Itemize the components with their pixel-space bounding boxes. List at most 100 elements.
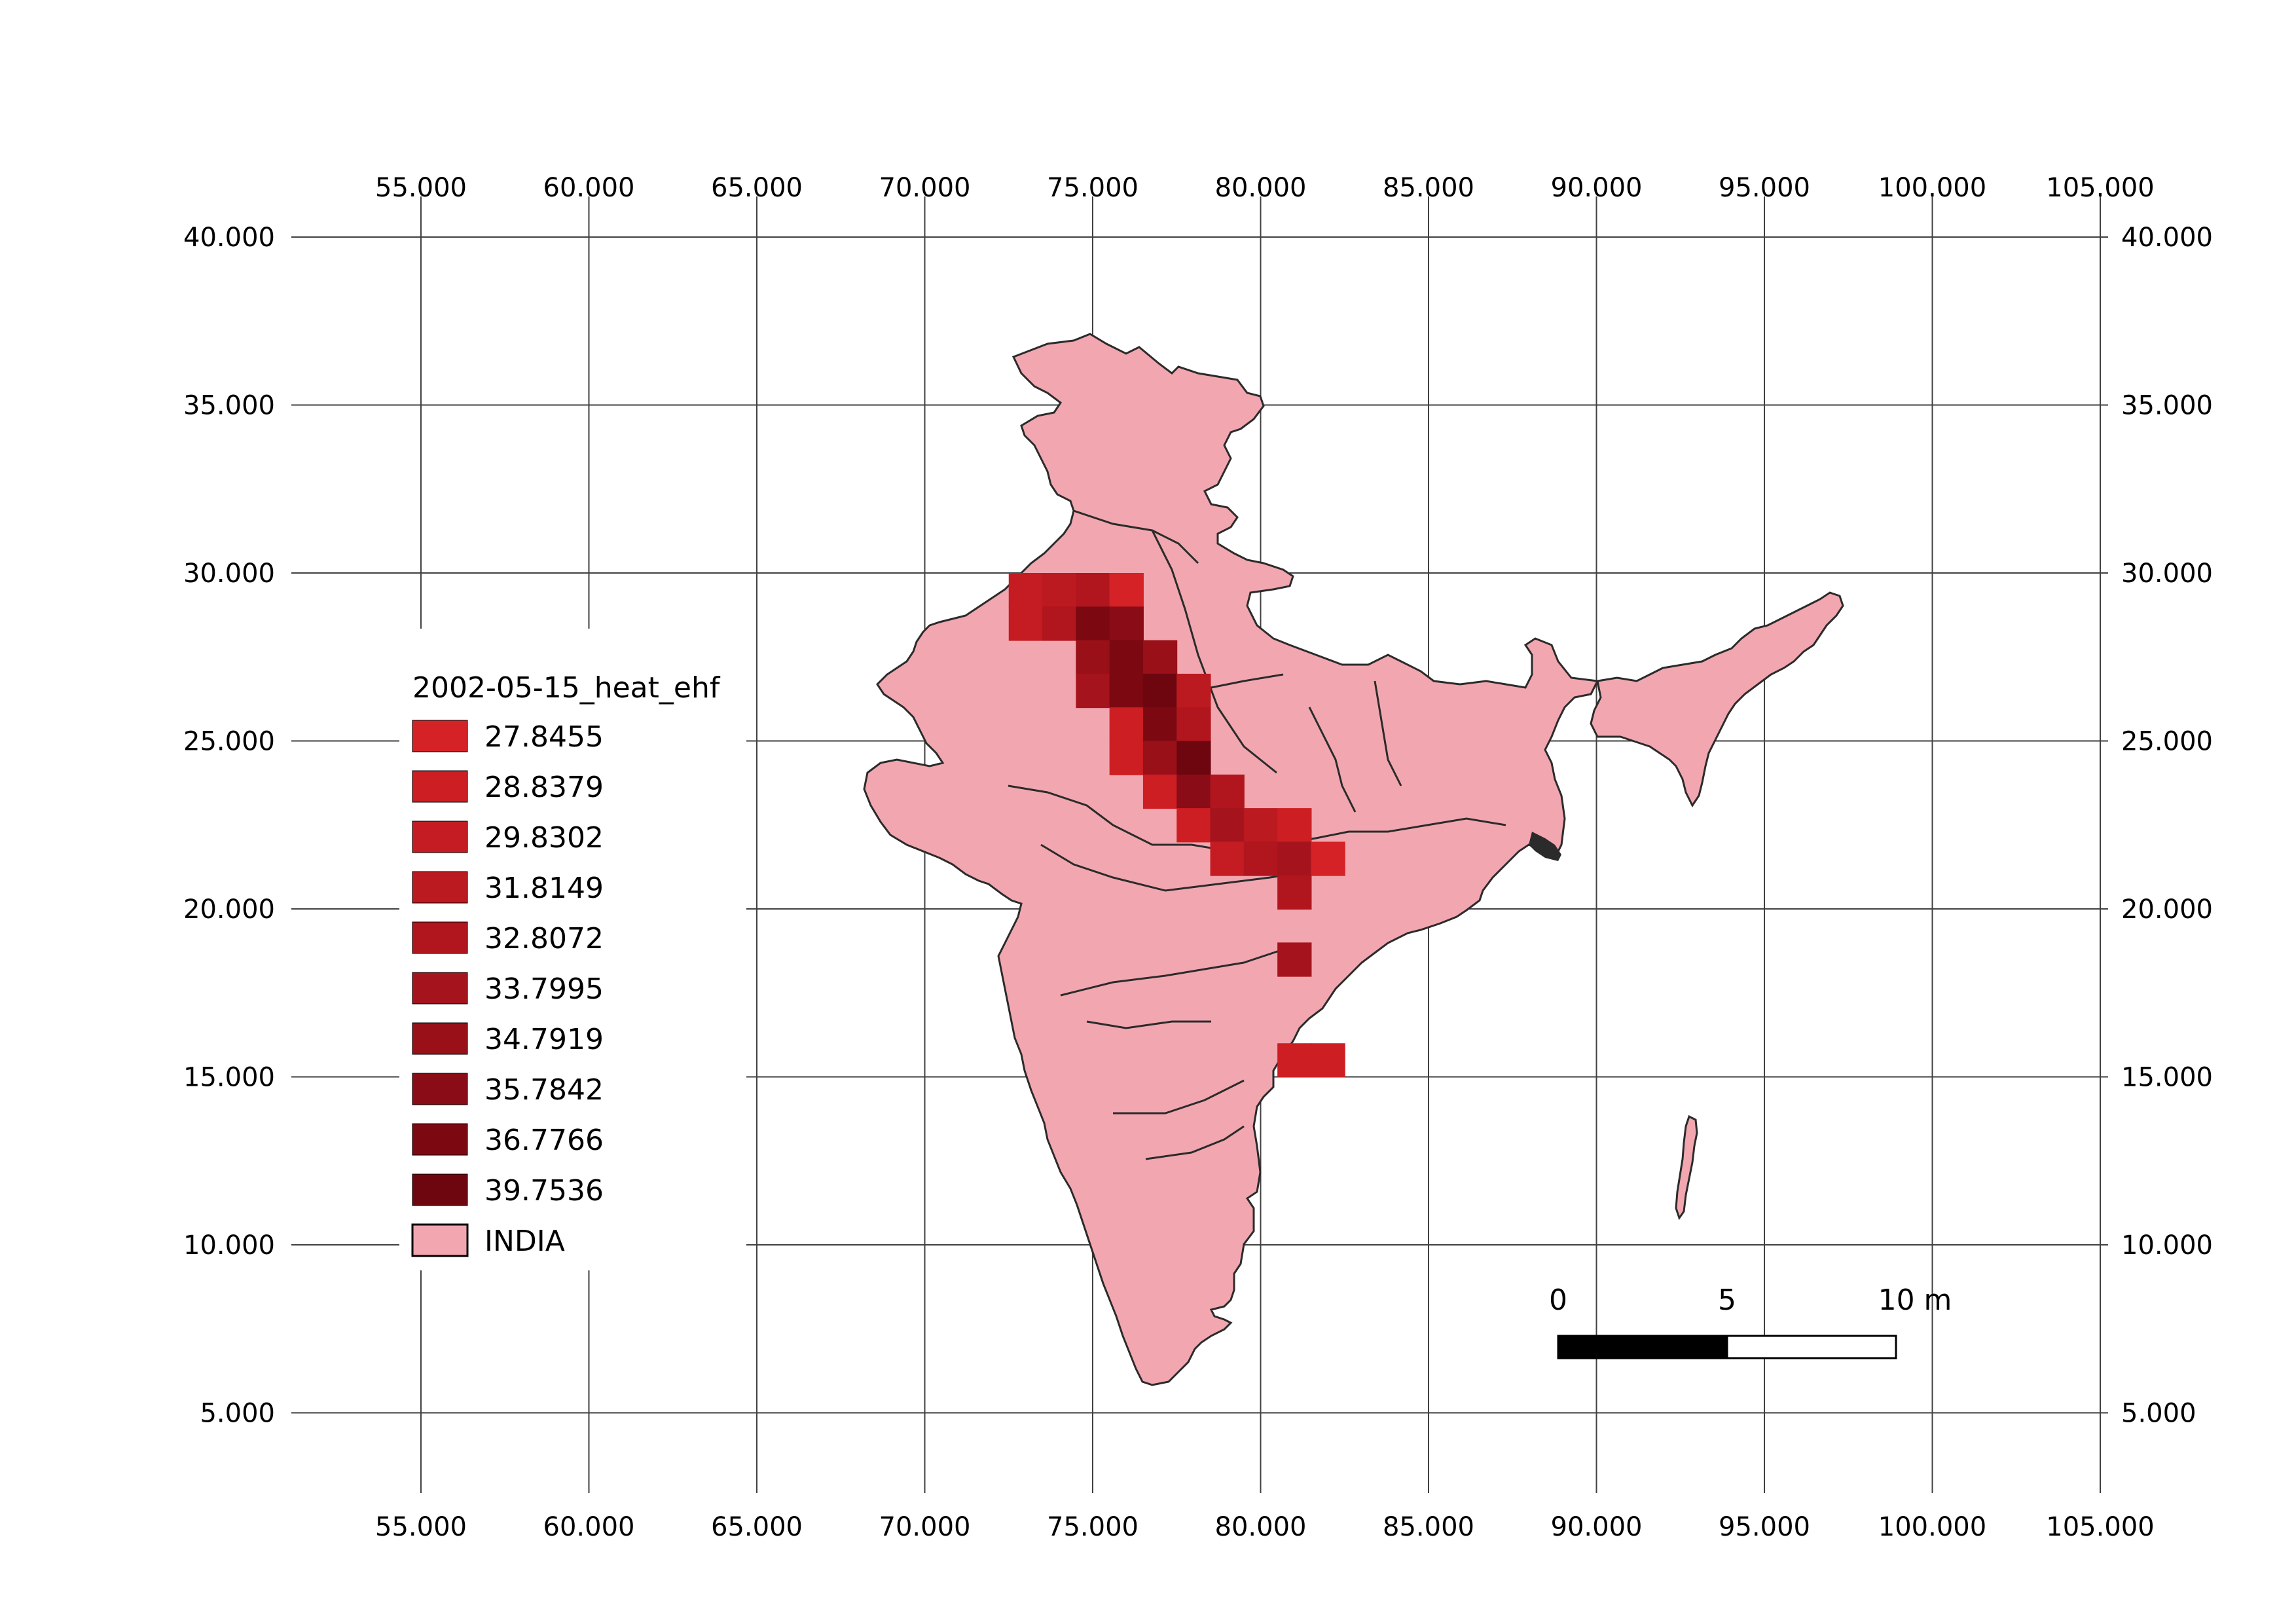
x-tick-bottom-75: 75.000	[1047, 1512, 1139, 1542]
y-tick-right-20: 20.000	[2121, 895, 2213, 925]
legend-label: 29.8302	[484, 821, 604, 855]
heat-cell	[1076, 573, 1110, 608]
heat-cell	[1311, 1043, 1345, 1078]
y-tick-left-40: 40.000	[183, 223, 275, 253]
x-tick-top-60: 60.000	[543, 173, 635, 203]
y-tick-right-40: 40.000	[2121, 223, 2213, 253]
legend: 2002-05-15_heat_ehf 27.8455 28.8379 29.830…	[411, 671, 721, 1258]
heat-cell	[1109, 640, 1144, 674]
x-tick-bottom-70: 70.000	[879, 1512, 971, 1542]
heat-cell	[1176, 774, 1211, 809]
scale-bar-label-0: 0	[1549, 1283, 1567, 1317]
heat-cell	[1109, 707, 1144, 742]
heat-cell	[1210, 774, 1245, 809]
legend-label: 39.7536	[484, 1174, 604, 1208]
scale-bar-label-10: 10 m	[1878, 1283, 1952, 1317]
heat-cell	[1142, 707, 1178, 742]
heat-cell	[1142, 673, 1178, 709]
x-tick-top-65: 65.000	[711, 173, 803, 203]
heat-cell	[1142, 774, 1178, 809]
legend-swatch-india	[411, 1223, 469, 1257]
y-tick-right-30: 30.000	[2121, 559, 2213, 589]
heat-cell	[1176, 808, 1211, 843]
x-tick-top-85: 85.000	[1383, 173, 1474, 203]
x-tick-bottom-55: 55.000	[375, 1512, 467, 1542]
scale-bar-white-segment	[1726, 1335, 1897, 1359]
legend-swatch	[412, 972, 468, 1005]
heat-cell	[1142, 640, 1178, 674]
y-tick-left-10: 10.000	[183, 1230, 275, 1261]
heat-cell	[1277, 942, 1312, 977]
heat-cell	[1243, 808, 1279, 843]
heat-cell	[1076, 640, 1110, 674]
legend-swatch	[412, 821, 468, 853]
heat-cell	[1076, 673, 1110, 709]
x-tick-bottom-105: 105.000	[2046, 1512, 2154, 1542]
x-tick-bottom-90: 90.000	[1551, 1512, 1643, 1542]
legend-swatch	[412, 1123, 468, 1156]
x-tick-top-105: 105.000	[2046, 173, 2154, 203]
heat-ehf-raster	[1008, 573, 1345, 1078]
coordinate-labels: 55.00055.00060.00060.00065.00065.00070.0…	[183, 173, 2213, 1542]
legend-swatch	[412, 921, 468, 954]
heat-cell	[1243, 841, 1279, 876]
heat-cell	[1109, 741, 1144, 775]
legend-swatch	[412, 1073, 468, 1105]
heat-cell	[1176, 673, 1211, 709]
heat-cell	[1277, 808, 1312, 843]
legend-swatch	[412, 1173, 468, 1206]
x-tick-bottom-95: 95.000	[1719, 1512, 1810, 1542]
y-tick-left-5: 5.000	[200, 1399, 275, 1429]
andaman-islands-polygon	[1675, 1115, 1698, 1221]
heat-cell	[1277, 1043, 1312, 1078]
y-tick-left-30: 30.000	[183, 559, 275, 589]
y-tick-left-25: 25.000	[183, 727, 275, 757]
legend-label: 34.7919	[484, 1023, 604, 1056]
x-tick-top-80: 80.000	[1215, 173, 1307, 203]
x-tick-top-70: 70.000	[879, 173, 971, 203]
legend-label: 27.8455	[484, 720, 604, 754]
heat-cell	[1109, 673, 1144, 709]
sundarbans-detail	[1529, 832, 1561, 861]
heat-cell	[1109, 606, 1144, 641]
legend-swatch	[412, 1022, 468, 1055]
heat-cell	[1042, 573, 1077, 608]
heat-cell	[1176, 741, 1211, 775]
x-tick-top-55: 55.000	[375, 173, 467, 203]
y-tick-right-35: 35.000	[2121, 391, 2213, 421]
legend-swatch	[412, 720, 468, 752]
legend-label: 35.7842	[484, 1073, 604, 1107]
y-tick-left-15: 15.000	[183, 1063, 275, 1093]
legend-label: 31.8149	[484, 872, 604, 905]
x-tick-bottom-60: 60.000	[543, 1512, 635, 1542]
scale-bar-label-5: 5	[1718, 1283, 1736, 1317]
legend-swatch	[412, 770, 468, 803]
y-tick-right-5: 5.000	[2121, 1399, 2196, 1429]
legend-swatch	[412, 871, 468, 904]
heat-cell	[1311, 841, 1345, 876]
legend-label: 33.7995	[484, 972, 604, 1006]
y-tick-right-25: 25.000	[2121, 727, 2213, 757]
x-tick-bottom-85: 85.000	[1383, 1512, 1474, 1542]
heat-cell	[1008, 573, 1044, 608]
legend-label-india: INDIA	[484, 1225, 565, 1258]
heat-cell	[1277, 875, 1312, 910]
scale-bar: 0 5 10 m	[1549, 1283, 1952, 1359]
x-tick-top-95: 95.000	[1719, 173, 1810, 203]
legend-title: 2002-05-15_heat_ehf	[412, 671, 721, 705]
heat-cell	[1008, 606, 1044, 641]
heat-cell	[1210, 841, 1245, 876]
scale-bar-black-segment	[1557, 1335, 1728, 1359]
y-tick-left-20: 20.000	[183, 895, 275, 925]
y-tick-left-35: 35.000	[183, 391, 275, 421]
india-northeast-polygon	[1590, 591, 1844, 807]
x-tick-bottom-80: 80.000	[1215, 1512, 1307, 1542]
heat-cell	[1142, 741, 1178, 775]
x-tick-top-100: 100.000	[1878, 173, 1986, 203]
y-tick-right-15: 15.000	[2121, 1063, 2213, 1093]
x-tick-bottom-100: 100.000	[1878, 1512, 1986, 1542]
heat-cell	[1277, 841, 1312, 876]
legend-label: 28.8379	[484, 771, 604, 804]
heat-cell	[1109, 573, 1144, 608]
